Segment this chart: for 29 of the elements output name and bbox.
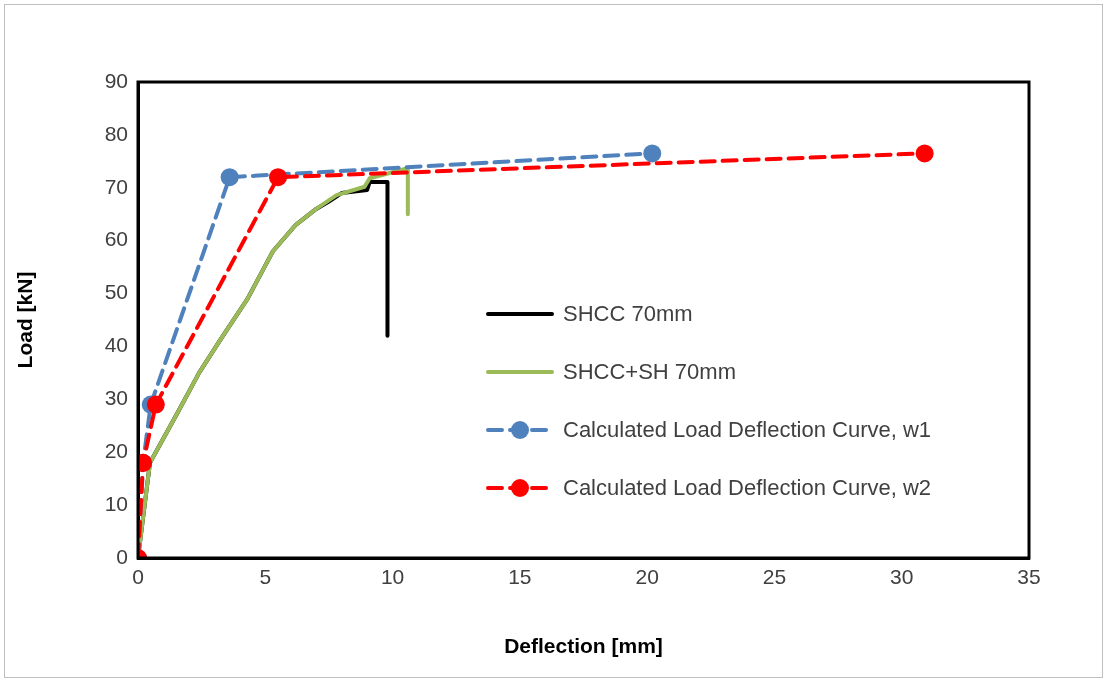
legend-label: SHCC 70mm bbox=[563, 301, 693, 327]
point bbox=[643, 144, 662, 163]
y-tick-label: 50 bbox=[104, 280, 128, 304]
legend-label: Calculated Load Deflection Curve, w1 bbox=[563, 417, 932, 443]
point bbox=[269, 168, 288, 187]
y-tick-label: 10 bbox=[104, 491, 128, 515]
y-tick-label: 40 bbox=[104, 333, 128, 357]
y-tick-label: 90 bbox=[104, 68, 128, 92]
y-tick-label: 0 bbox=[116, 544, 128, 568]
x-tick-label: 10 bbox=[380, 565, 405, 589]
y-axis-title: Load [kN] bbox=[13, 271, 37, 369]
x-tick-label: 35 bbox=[1017, 565, 1041, 589]
point bbox=[220, 168, 239, 187]
x-axis-title: Deflection [mm] bbox=[504, 634, 663, 658]
y-tick-label: 80 bbox=[104, 121, 128, 145]
x-tick-label: 25 bbox=[762, 565, 787, 589]
x-tick-label: 30 bbox=[890, 565, 914, 589]
point bbox=[915, 144, 934, 163]
x-tick-label: 5 bbox=[259, 565, 272, 589]
y-tick-label: 30 bbox=[104, 386, 128, 410]
x-tick-label: 15 bbox=[508, 565, 532, 589]
y-tick-label: 70 bbox=[104, 174, 128, 198]
point bbox=[146, 395, 165, 414]
y-tick-label: 60 bbox=[104, 227, 128, 251]
y-tick-label: 20 bbox=[104, 439, 128, 463]
legend-label: SHCC+SH 70mm bbox=[563, 359, 736, 385]
legend-label: Calculated Load Deflection Curve, w2 bbox=[563, 475, 932, 501]
x-tick-label: 20 bbox=[635, 565, 659, 589]
x-tick-label: 0 bbox=[132, 565, 144, 589]
